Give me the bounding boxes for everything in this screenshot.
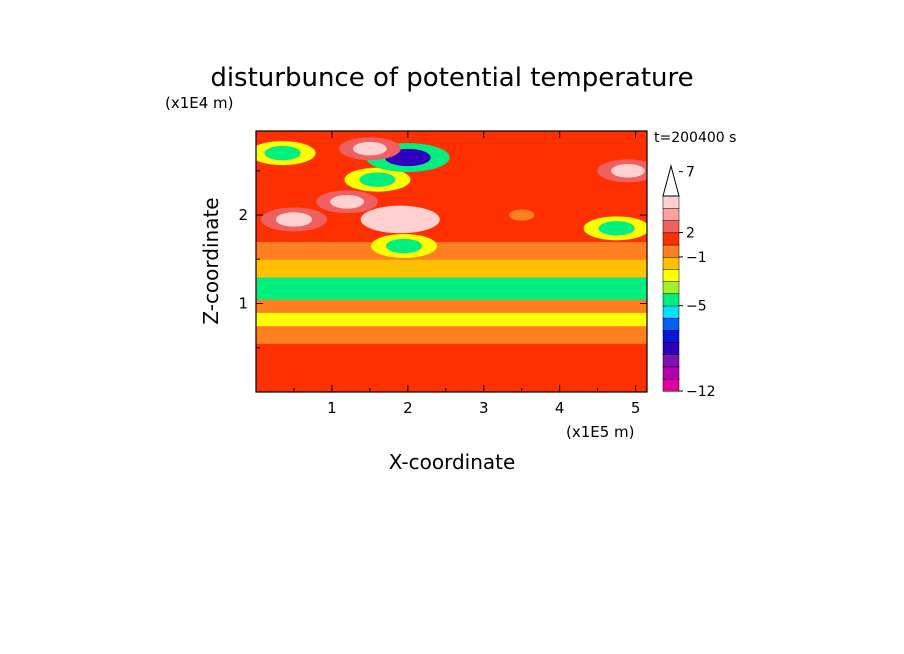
- x-scale-label: (x1E5 m): [566, 423, 635, 441]
- field-band: [256, 259, 647, 278]
- field-feature-core: [509, 209, 535, 221]
- colorbar-tick-label: −5: [686, 299, 707, 315]
- colorbar-segment: [662, 317, 680, 331]
- field-feature-core: [264, 145, 301, 161]
- colorbar-segment: [662, 244, 680, 258]
- y-axis: 12: [238, 170, 647, 349]
- colorbar-segment: [662, 305, 680, 319]
- x-tick-label: 4: [555, 399, 565, 417]
- colorbar-segment: [662, 342, 680, 355]
- colorbar-segment: [662, 366, 680, 380]
- colorbar-segment: [662, 293, 680, 307]
- colorbar-segment: [662, 195, 680, 209]
- colorbar-tick-label: 7: [686, 165, 695, 181]
- field-feature-core: [359, 172, 396, 187]
- y-axis-label: Z-coordinate: [199, 197, 223, 324]
- chart-title: disturbunce of potential temperature: [210, 63, 693, 93]
- field-feature-core: [330, 194, 365, 209]
- field-feature-core: [385, 238, 423, 254]
- colorbar-tick-label: 2: [686, 226, 695, 242]
- colorbar-tick-label: −1: [686, 250, 707, 266]
- field-band: [256, 383, 647, 392]
- colorbar-segment: [662, 378, 680, 392]
- field-band: [256, 325, 647, 344]
- colorbar-segment: [662, 268, 680, 282]
- plot-frame: [255, 130, 648, 393]
- colorbar-tick-label: −12: [686, 384, 716, 400]
- field-feature-core: [611, 163, 645, 178]
- field-band: [256, 241, 647, 260]
- y-tick-label: 2: [238, 206, 248, 224]
- field-feature-core: [352, 141, 387, 156]
- x-tick-label: 2: [403, 399, 413, 417]
- colorbar: −12−5−127: [662, 164, 716, 400]
- field-band: [256, 276, 647, 300]
- colorbar-segment: [662, 281, 680, 295]
- x-tick-label: 5: [631, 399, 641, 417]
- x-axis-label: X-coordinate: [389, 450, 516, 474]
- field-band: [256, 299, 647, 313]
- field-band: [256, 312, 647, 327]
- field-feature-core: [598, 221, 635, 236]
- plot-area: [256, 131, 647, 392]
- colorbar-segment: [662, 256, 680, 270]
- colorbar-segment: [662, 207, 680, 221]
- x-axis: 1 2 3 4 5: [293, 131, 641, 417]
- colorbar-segment: [662, 354, 680, 368]
- field-feature-core: [378, 211, 423, 228]
- y-scale-label: (x1E4 m): [165, 94, 234, 112]
- colorbar-segment: [662, 220, 680, 234]
- x-tick-label: 1: [327, 399, 337, 417]
- colorbar-segment: [662, 232, 680, 246]
- time-label: t=200400 s: [654, 130, 736, 146]
- y-tick-label: 1: [238, 295, 248, 313]
- field-band: [256, 343, 647, 384]
- field-feature-core: [275, 212, 313, 227]
- colorbar-segment: [662, 329, 680, 343]
- x-tick-label: 3: [479, 399, 489, 417]
- colorbar-extend-arrow: [662, 164, 680, 197]
